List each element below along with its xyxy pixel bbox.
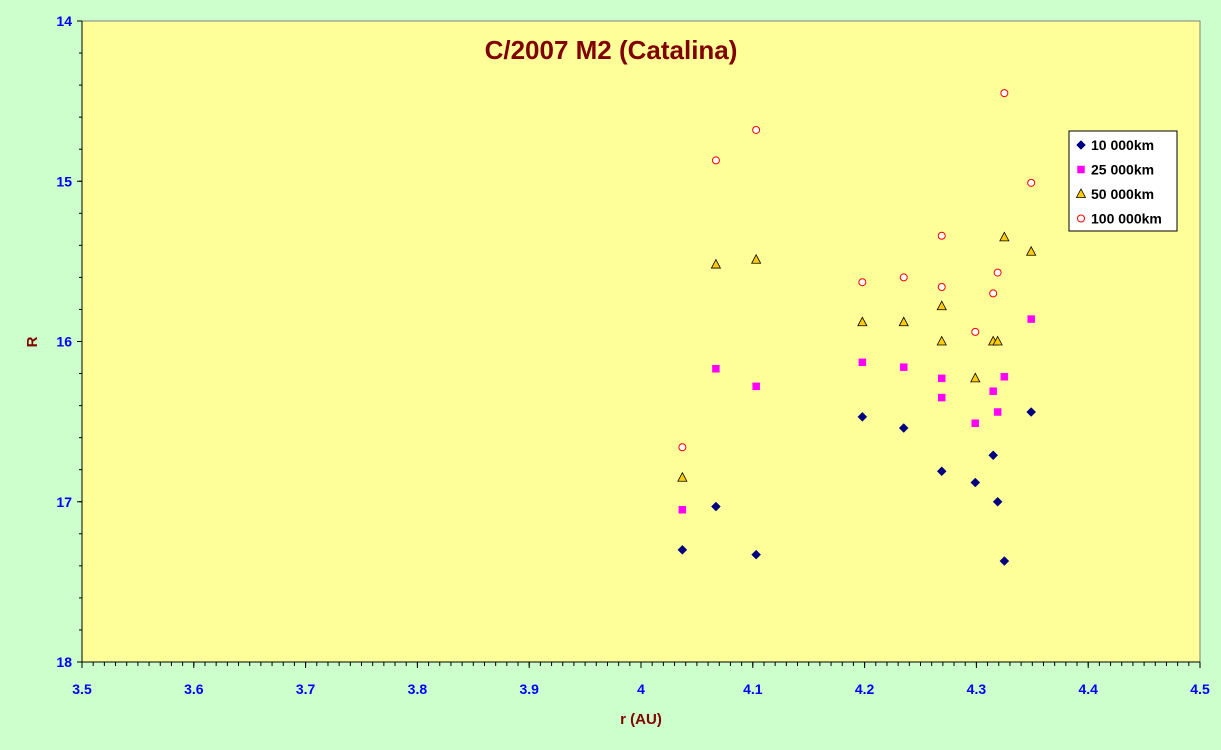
legend-item: 10 000km xyxy=(1076,137,1154,153)
data-point xyxy=(971,327,980,336)
series-triangle xyxy=(677,231,1037,482)
y-axis-title: R xyxy=(24,336,41,347)
x-tick-label: 3.7 xyxy=(296,681,316,697)
data-point xyxy=(1026,245,1037,256)
legend-item: 100 000km xyxy=(1077,211,1162,227)
legend-item: 50 000km xyxy=(1075,186,1154,202)
data-point xyxy=(937,231,946,240)
y-tick-label: 16 xyxy=(56,334,72,350)
data-point xyxy=(992,335,1003,346)
data-point xyxy=(677,471,688,482)
data-point xyxy=(936,335,947,346)
y-tick-label: 14 xyxy=(56,13,72,29)
x-tick-label: 3.8 xyxy=(408,681,428,697)
x-tick-label: 4.1 xyxy=(743,681,763,697)
legend-marker xyxy=(1077,165,1085,174)
data-point xyxy=(857,316,868,327)
data-point xyxy=(970,372,981,383)
legend: 10 000km 25 000km 50 000km 100 000km xyxy=(1068,130,1178,232)
x-tick-label: 3.6 xyxy=(184,681,204,697)
data-point xyxy=(936,466,947,477)
data-point xyxy=(898,316,909,327)
legend-label: 100 000km xyxy=(1091,211,1162,227)
legend-marker xyxy=(1077,214,1085,223)
data-point xyxy=(858,358,867,367)
legend-box xyxy=(1068,130,1178,232)
series-circle xyxy=(678,89,1036,452)
data-point xyxy=(992,496,1003,507)
legend-marker xyxy=(1075,188,1087,198)
x-tick-label: 4.3 xyxy=(967,681,987,697)
data-point xyxy=(989,387,997,395)
data-point xyxy=(989,289,998,298)
data-point xyxy=(988,450,999,461)
data-point xyxy=(899,363,908,371)
data-point xyxy=(1027,315,1035,323)
data-point xyxy=(752,382,760,391)
data-point xyxy=(936,300,947,311)
data-point xyxy=(999,556,1010,566)
data-point xyxy=(712,364,720,373)
y-tick-label: 15 xyxy=(56,173,72,189)
data-point xyxy=(993,268,1002,277)
data-point xyxy=(937,374,946,383)
data-point xyxy=(857,411,868,422)
legend-label: 25 000km xyxy=(1091,162,1154,178)
data-point xyxy=(711,156,720,165)
data-point xyxy=(970,477,981,488)
data-point xyxy=(710,258,722,269)
data-point xyxy=(1026,407,1037,417)
data-point xyxy=(898,423,909,433)
x-tick-label: 4.2 xyxy=(855,681,875,697)
data-point xyxy=(711,501,721,512)
x-tick-label: 4.4 xyxy=(1078,681,1098,697)
chart-title: C/2007 M2 (Catalina) xyxy=(485,35,738,65)
data-point xyxy=(899,273,908,282)
data-point xyxy=(678,506,687,514)
data-point xyxy=(971,419,980,427)
x-tick-label: 4.5 xyxy=(1190,681,1210,697)
legend-marker xyxy=(1076,140,1086,150)
data-point xyxy=(752,125,761,134)
data-point xyxy=(677,544,688,555)
data-point xyxy=(937,283,946,292)
legend-label: 50 000km xyxy=(1091,186,1154,202)
plot-area xyxy=(81,20,1201,663)
legend-item: 25 000km xyxy=(1077,162,1154,178)
y-tick-label: 18 xyxy=(56,654,72,670)
x-tick-label: 3.5 xyxy=(72,681,92,697)
data-point xyxy=(858,278,867,287)
data-point xyxy=(1000,373,1009,381)
series-diamond xyxy=(677,407,1037,566)
series-square xyxy=(678,315,1035,514)
x-tick-label: 3.9 xyxy=(519,681,539,697)
data-point xyxy=(999,231,1010,242)
data-point xyxy=(993,408,1002,416)
x-tick-label: 4 xyxy=(637,681,645,697)
y-tick-label: 17 xyxy=(56,494,72,510)
data-point xyxy=(678,443,687,452)
legend-label: 10 000km xyxy=(1091,137,1154,153)
data-point xyxy=(751,549,762,560)
x-axis-title: r (AU) xyxy=(620,711,662,728)
data-point xyxy=(1000,89,1009,98)
data-point xyxy=(937,393,946,402)
data-point xyxy=(750,253,762,264)
data-point xyxy=(1027,178,1036,187)
